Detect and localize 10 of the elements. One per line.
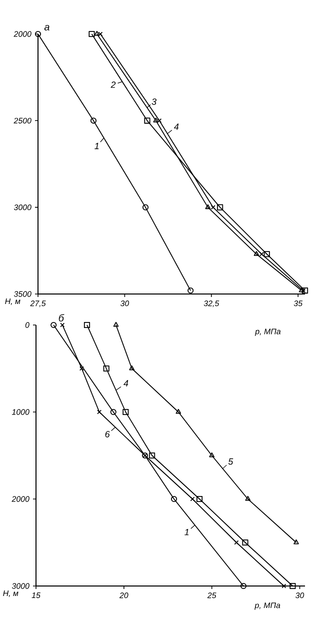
legend-label: 4 bbox=[174, 124, 179, 130]
series-label: 6 bbox=[105, 431, 110, 438]
series-label: 1 bbox=[184, 529, 189, 536]
legend-label: 3 bbox=[152, 98, 156, 105]
series-label: 2 bbox=[110, 82, 116, 88]
legend-label: 5 bbox=[228, 458, 234, 465]
legend-label: 4 bbox=[124, 380, 128, 386]
chart-title: а bbox=[44, 25, 50, 30]
series-label: 1 bbox=[94, 142, 99, 150]
chart-title: б bbox=[58, 314, 64, 322]
